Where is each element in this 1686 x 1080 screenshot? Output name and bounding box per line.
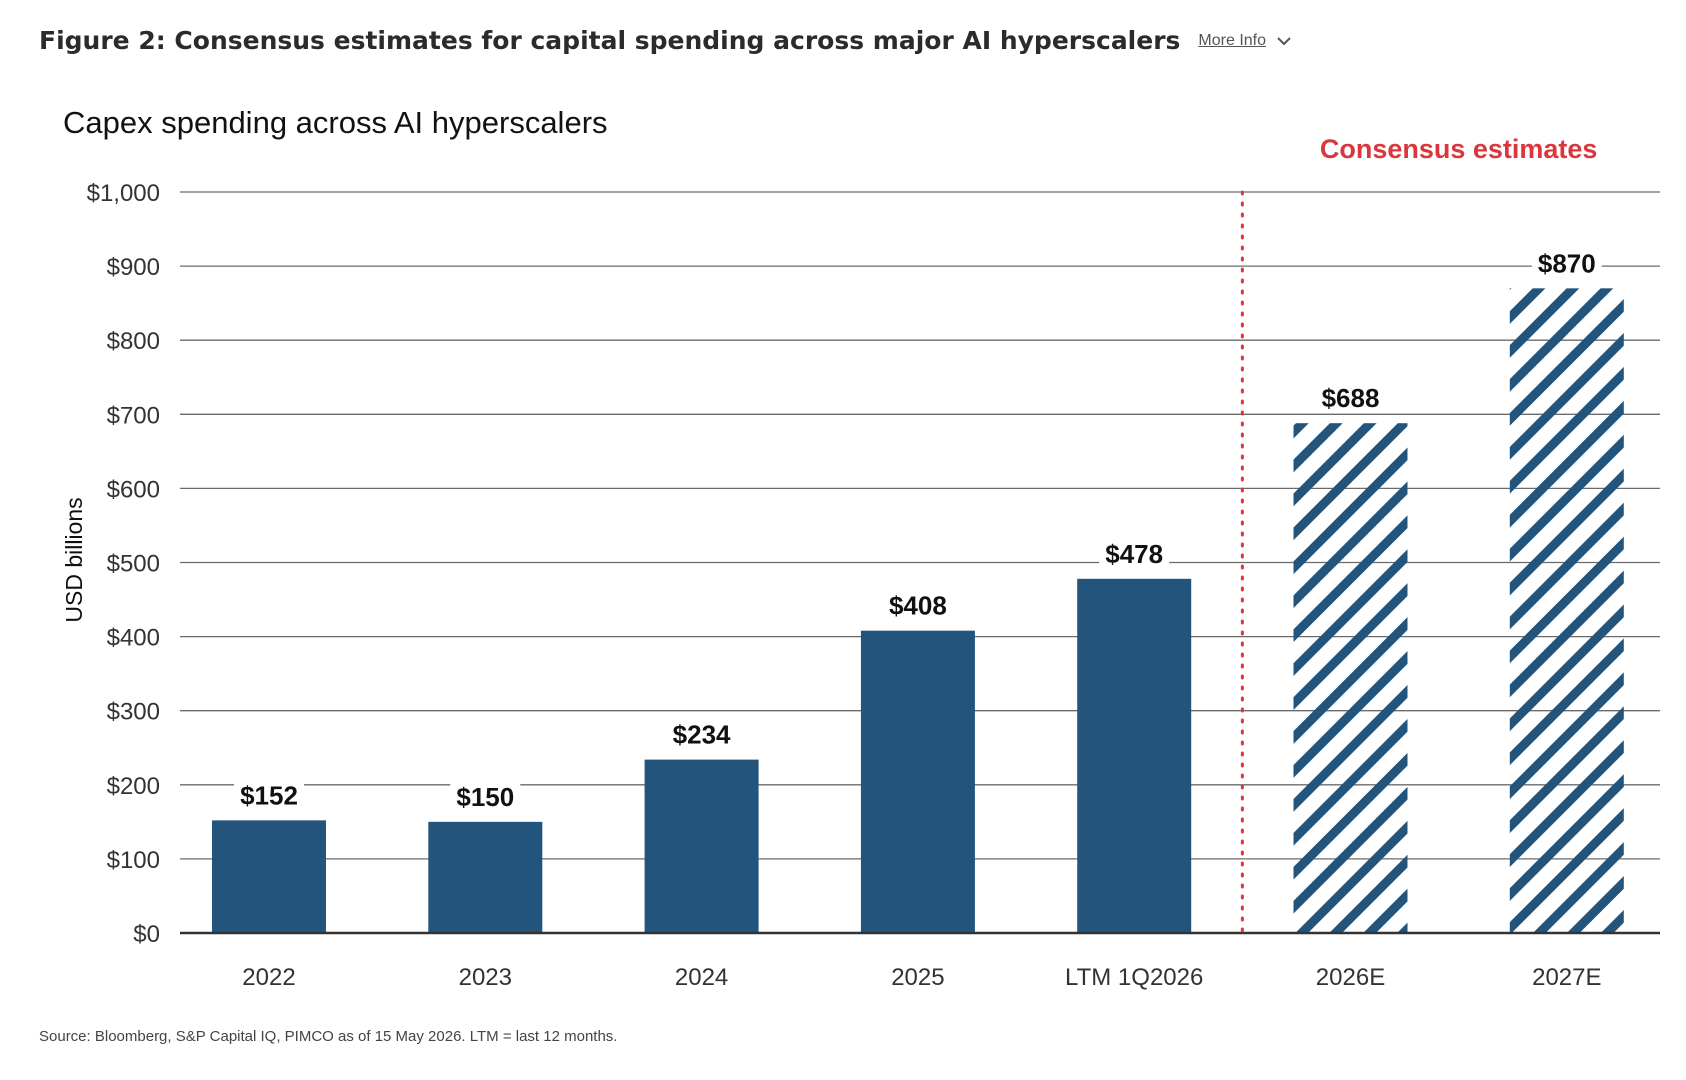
data-label-bg [882,588,953,621]
bar [644,759,759,933]
y-tick-label: $200 [107,773,160,800]
x-tick-label: 2022 [242,964,295,991]
estimate-bar [1509,288,1624,933]
bar [860,630,975,933]
data-label: $478 [1105,539,1163,569]
figure-header: Figure 2: Consensus estimates for capita… [39,26,1292,55]
y-tick-label: $500 [107,551,160,578]
source-note: Source: Bloomberg, S&P Capital IQ, PIMCO… [39,1028,618,1045]
x-tick-label: 2025 [891,964,944,991]
x-tick-label: 2027E [1532,964,1601,991]
x-tick-label: 2026E [1316,964,1385,991]
chart-title: Capex spending across AI hyperscalers [63,105,608,140]
data-label: $408 [889,591,947,621]
data-label-bg [450,779,521,812]
y-tick-label: $600 [107,476,160,503]
y-tick-label: $100 [107,847,160,874]
more-info-label: More Info [1198,31,1267,49]
data-label-bg [666,717,737,750]
data-label: $152 [240,780,298,810]
data-label-bg [1315,381,1386,414]
x-tick-label: 2023 [459,964,512,991]
x-tick-label: LTM 1Q2026 [1065,964,1203,991]
more-info-link[interactable]: More Info [1198,32,1292,50]
figure-title: Figure 2: Consensus estimates for capita… [39,26,1181,55]
y-tick-label: $700 [107,402,160,429]
data-label: $234 [673,720,731,750]
bar-chart: Capex spending across AI hyperscalers USD… [61,105,1660,991]
data-label: $688 [1322,383,1380,413]
chart-container: Capex spending across AI hyperscalers USD… [0,90,1686,1010]
data-label-bg [1099,536,1170,569]
data-label: $870 [1538,248,1596,278]
estimates-annotation: Consensus estimates [1320,134,1598,164]
y-tick-label: $0 [133,921,160,948]
data-label-bg [1531,246,1602,279]
y-tick-label: $1,000 [87,180,160,207]
x-tick-label: 2024 [675,964,728,991]
chevron-down-icon [1277,36,1291,45]
y-axis-label: USD billions [61,497,87,622]
data-label-bg [234,778,304,811]
bar [428,821,543,933]
y-tick-label: $900 [107,254,160,281]
y-tick-label: $300 [107,699,160,726]
bar [1077,578,1192,933]
y-tick-label: $400 [107,625,160,652]
bar [212,820,326,933]
estimate-bar [1293,423,1408,933]
data-label: $150 [456,782,514,812]
y-tick-label: $800 [107,328,160,355]
